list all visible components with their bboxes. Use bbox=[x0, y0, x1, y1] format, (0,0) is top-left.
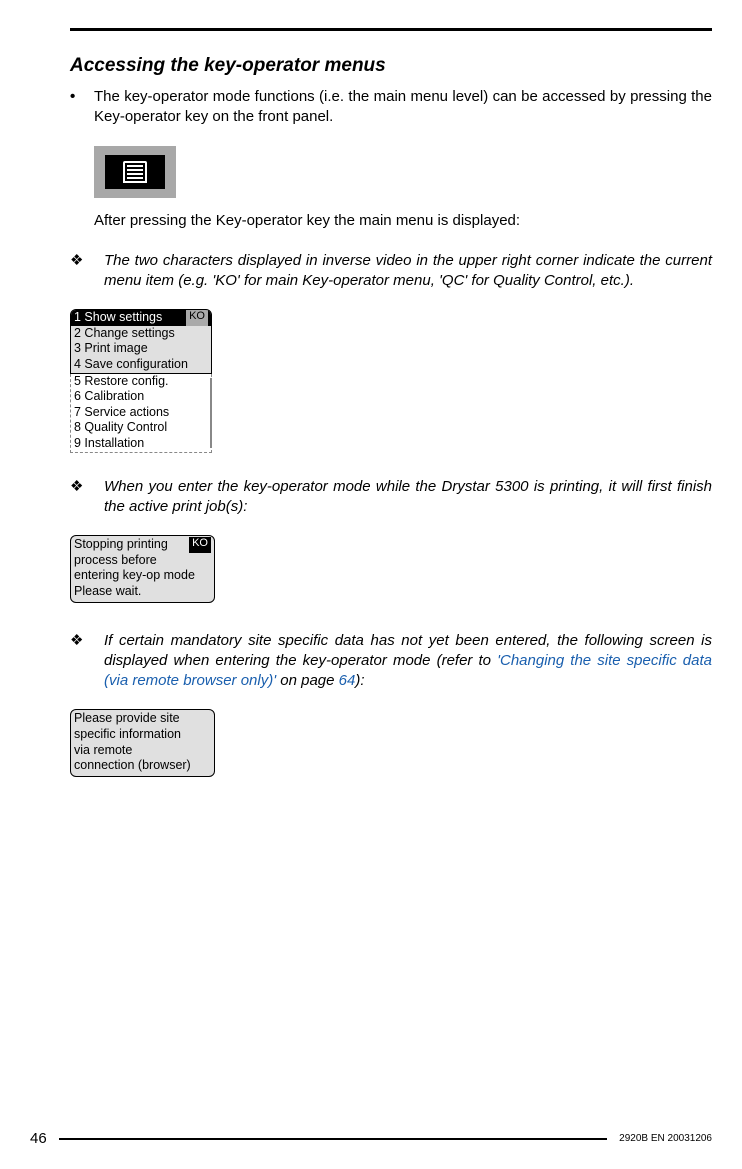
note-item: ❖ If certain mandatory site specific dat… bbox=[70, 631, 712, 692]
menu-item: 4 Save configuration bbox=[71, 357, 211, 373]
menu-item: 8 Quality Control bbox=[74, 420, 208, 436]
diamond-marker: ❖ bbox=[70, 477, 104, 518]
message-body: process before entering key-op mode Plea… bbox=[74, 553, 211, 600]
bullet-text: The key-operator mode functions (i.e. th… bbox=[94, 87, 712, 128]
note-text: When you enter the key-operator mode whi… bbox=[104, 477, 712, 518]
lcd-message-display: Please provide site specific information… bbox=[70, 709, 215, 777]
note-text: The two characters displayed in inverse … bbox=[104, 251, 712, 292]
message-line: Stopping printing bbox=[74, 537, 168, 553]
document-id: 2920B EN 20031206 bbox=[619, 1133, 712, 1144]
diamond-marker: ❖ bbox=[70, 631, 104, 692]
paragraph: After pressing the Key-operator key the … bbox=[94, 212, 712, 229]
top-rule bbox=[70, 28, 712, 31]
section-heading: Accessing the key-operator menus bbox=[70, 55, 712, 77]
page-footer: 46 2920B EN 20031206 bbox=[0, 1130, 742, 1147]
menu-item: 7 Service actions bbox=[74, 405, 208, 421]
lcd-message-display: Stopping printing KO process before ente… bbox=[70, 535, 215, 603]
menu-item: 6 Calibration bbox=[74, 389, 208, 405]
bullet-item: • The key-operator mode functions (i.e. … bbox=[70, 87, 712, 128]
menu-item: 5 Restore config. bbox=[74, 374, 208, 390]
note-text: If certain mandatory site specific data … bbox=[104, 631, 712, 692]
menu-item: 3 Print image bbox=[71, 341, 211, 357]
bullet-marker: • bbox=[70, 87, 94, 128]
note-item: ❖ When you enter the key-operator mode w… bbox=[70, 477, 712, 518]
note-item: ❖ The two characters displayed in invers… bbox=[70, 251, 712, 292]
menu-badge: KO bbox=[186, 310, 208, 326]
key-operator-icon-frame bbox=[94, 146, 712, 198]
menu-badge: KO bbox=[189, 537, 211, 553]
menu-item-selected: 1 Show settings KO bbox=[71, 310, 211, 326]
diamond-marker: ❖ bbox=[70, 251, 104, 292]
lcd-menu-display: 1 Show settings KO 2 Change settings 3 P… bbox=[70, 309, 212, 453]
menu-item: 9 Installation bbox=[74, 436, 208, 452]
page-reference-link[interactable]: 64 bbox=[339, 672, 356, 689]
footer-rule bbox=[59, 1138, 607, 1140]
menu-item: 2 Change settings bbox=[71, 326, 211, 342]
document-icon bbox=[123, 161, 147, 183]
menu-item-label: 1 Show settings bbox=[74, 310, 162, 326]
page-number: 46 bbox=[30, 1130, 47, 1147]
